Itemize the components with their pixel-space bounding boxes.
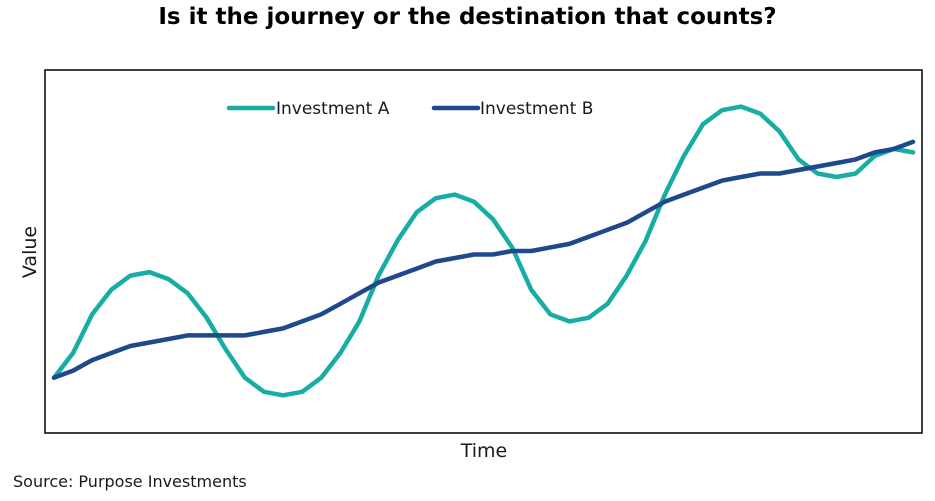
legend: Investment A Investment B [226, 99, 593, 119]
series-line-investment-b [51, 139, 916, 380]
chart-title: Is it the journey or the destination tha… [158, 4, 777, 30]
source-note: Source: Purpose Investments [13, 472, 247, 491]
legend-label-investment-a: Investment A [276, 99, 390, 119]
y-axis-label: Value [19, 226, 41, 278]
series-line-investment-a [51, 104, 916, 398]
series-layer [51, 104, 916, 398]
legend-label-investment-b: Investment B [480, 99, 593, 119]
plot-area [44, 69, 923, 434]
x-axis-label: Time [460, 440, 508, 462]
